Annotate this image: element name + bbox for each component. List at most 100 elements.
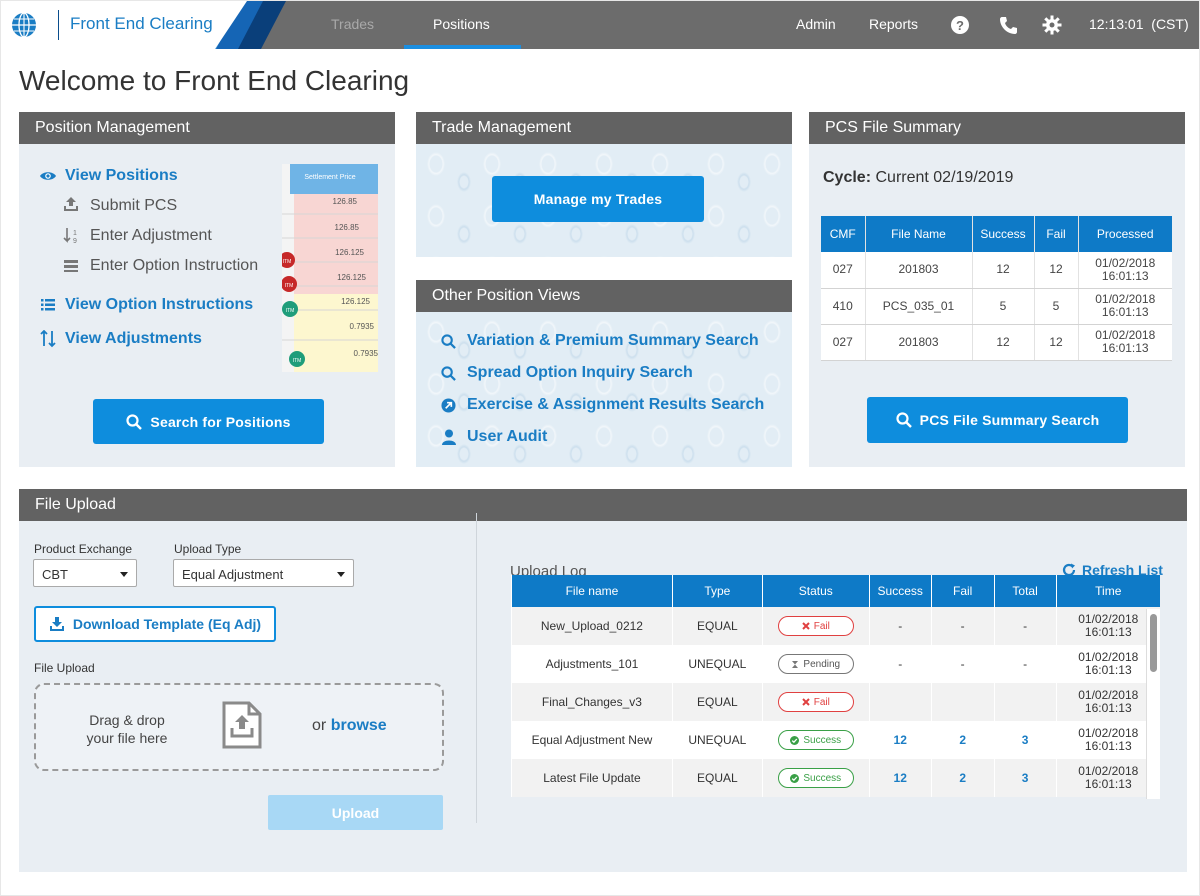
pcs-summary-search-button[interactable]: PCS File Summary Search [867, 397, 1128, 443]
nav-reports[interactable]: Reports [869, 16, 919, 32]
brand-area[interactable]: Front End Clearing [1, 1, 286, 49]
search-positions-button[interactable]: Search for Positions [93, 399, 324, 444]
svg-text:9: 9 [73, 238, 77, 245]
settlement-price-thumbnail: Settlement Price 126.85 126.85 126.125 1… [282, 164, 378, 372]
nav-admin[interactable]: Admin [796, 16, 836, 32]
status-badge: Success [777, 730, 854, 750]
view-adjustments-link[interactable]: View Adjustments [65, 330, 202, 347]
file-upload-icon [222, 701, 262, 749]
cell-total: 3 [993, 759, 1057, 797]
browse-link[interactable]: browse [330, 717, 387, 734]
scrollbar-thumb[interactable] [1150, 614, 1157, 672]
cell-fail: - [930, 607, 995, 645]
cell-total: - [993, 645, 1057, 683]
upload-type-select[interactable]: Equal Adjustment [173, 559, 354, 587]
cell-fail: 12 [1033, 324, 1078, 361]
spread-option-inquiry-link[interactable]: Spread Option Inquiry Search [467, 364, 693, 381]
cell-fail: - [930, 645, 995, 683]
settings-gear-icon[interactable] [1042, 15, 1062, 35]
search-icon [441, 334, 456, 349]
table-row[interactable]: Latest File Update EQUAL Success 12 2 3 01/02/… [511, 759, 1160, 797]
trade-management-panel: Trade Management Manage my Trades [416, 112, 792, 257]
column-header[interactable]: Time [1055, 575, 1160, 607]
table-row[interactable]: 027 201803 12 12 01/02/2018 16:01:13 [821, 252, 1172, 289]
table-row[interactable]: Final_Changes_v3 EQUAL Fail 01/02/2018 16:01… [511, 683, 1160, 721]
upload-button[interactable]: Upload [268, 795, 443, 830]
exercise-assignment-search-link[interactable]: Exercise & Assignment Results Search [467, 396, 765, 413]
table-row[interactable]: 410 PCS_035_01 5 5 01/02/2018 16:01:13 [821, 288, 1172, 325]
list-instruction-icon [64, 260, 78, 272]
table-row[interactable]: New_Upload_0212 EQUAL Fail - - -01/02/2018 16:… [511, 607, 1160, 645]
cell-total: 3 [993, 721, 1057, 759]
cell-status: Fail [761, 607, 870, 645]
column-header[interactable]: Success [971, 216, 1034, 252]
cell-type: UNEQUAL [671, 645, 763, 683]
refresh-list-button[interactable]: Refresh List [1062, 562, 1163, 578]
cell-type: EQUAL [671, 683, 763, 721]
browse-text: or browse [312, 717, 387, 734]
enter-adjustment-link[interactable]: Enter Adjustment [90, 227, 212, 244]
column-header[interactable]: Status [761, 575, 870, 607]
cell-status: Success [761, 721, 870, 759]
thumb-value: 0.7935 [350, 322, 375, 331]
column-header[interactable]: CMF [821, 216, 865, 252]
column-header[interactable]: Type [671, 575, 763, 607]
cycle-info: Cycle: Current 02/19/2019 [823, 169, 1013, 187]
phone-icon[interactable] [998, 15, 1018, 35]
thumbnail-header: Settlement Price [304, 174, 355, 181]
column-header[interactable]: Success [868, 575, 932, 607]
variation-premium-search-link[interactable]: Variation & Premium Summary Search [467, 332, 759, 349]
table-row[interactable]: Equal Adjustment New UNEQUAL Success 12 2 3 01… [511, 721, 1160, 759]
itm-badge: ITM [285, 283, 294, 289]
table-scrollbar[interactable] [1146, 609, 1160, 799]
thumb-value: 126.125 [335, 248, 364, 257]
cell-fail: 5 [1033, 288, 1078, 325]
column-header[interactable]: Fail [1033, 216, 1078, 252]
table-row[interactable]: 027 201803 12 12 01/02/2018 16:01:13 [821, 324, 1172, 361]
cell-success: 12 [868, 721, 932, 759]
tab-positions[interactable]: Positions [433, 16, 490, 32]
dropzone-instructions: Drag & drop your file here [86, 712, 168, 746]
enter-option-instruction-link[interactable]: Enter Option Instruction [90, 257, 259, 274]
panel-title: File Upload [19, 489, 1187, 521]
submit-pcs-link[interactable]: Submit PCS [90, 197, 178, 214]
view-option-instructions-link[interactable]: View Option Instructions [65, 296, 254, 313]
itm-badge: ITM [283, 259, 292, 265]
product-exchange-select[interactable]: CBT [33, 559, 137, 587]
column-header[interactable]: Fail [930, 575, 995, 607]
help-icon[interactable]: ? [950, 15, 970, 35]
column-header[interactable]: File Name [864, 216, 972, 252]
column-header[interactable]: Processed [1077, 216, 1172, 252]
cell-total: - [993, 607, 1057, 645]
x-icon [802, 698, 810, 706]
file-upload-label: File Upload [34, 661, 95, 675]
manage-trades-button[interactable]: Manage my Trades [492, 176, 704, 222]
cell-cmf: 027 [821, 252, 865, 289]
clock-time: 12:13:01 [1089, 16, 1144, 32]
globe-logo-icon [12, 12, 36, 38]
pcs-summary-table: CMF File Name Success Fail Processed 027… [821, 216, 1172, 361]
svg-text:?: ? [956, 18, 964, 33]
pcs-file-summary-panel: PCS File Summary Cycle: Current 02/19/20… [809, 112, 1185, 467]
cell-success [868, 683, 932, 721]
search-icon [126, 413, 143, 430]
thumb-value: 0.7935 [354, 349, 378, 358]
cell-status: Success [761, 759, 870, 797]
cell-file-name: Equal Adjustment New [511, 721, 673, 759]
column-header[interactable]: Total [993, 575, 1057, 607]
view-positions-link[interactable]: View Positions [65, 167, 178, 184]
list-icon [41, 299, 55, 311]
cell-processed: 01/02/2018 16:01:13 [1077, 252, 1172, 289]
cell-time: 01/02/2018 16:01:13 [1055, 607, 1160, 645]
user-audit-link[interactable]: User Audit [467, 428, 548, 445]
cell-fail: 2 [930, 759, 995, 797]
table-header-row: CMF File Name Success Fail Processed [821, 216, 1172, 252]
search-positions-label: Search for Positions [150, 413, 291, 430]
download-template-button[interactable]: Download Template (Eq Adj) [34, 606, 276, 642]
file-dropzone[interactable]: Drag & drop your file here or browse [34, 683, 444, 771]
tab-trades[interactable]: Trades [331, 16, 375, 32]
column-header[interactable]: File name [511, 575, 673, 607]
cycle-label: Cycle: [823, 169, 872, 186]
table-row[interactable]: Adjustments_101 UNEQUAL Pending - - -01/02/20… [511, 645, 1160, 683]
cell-fail: 12 [1033, 252, 1078, 289]
